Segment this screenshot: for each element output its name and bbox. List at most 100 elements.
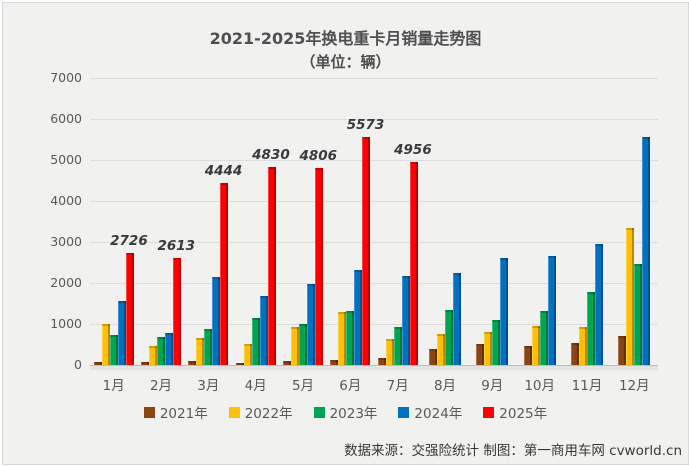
bar-2023年-7月 [393, 327, 402, 365]
data-label-3月: 4444 [204, 162, 243, 179]
bar-2023年-6月 [346, 311, 355, 365]
legend-label: 2022年 [244, 406, 293, 422]
bar-2022年-11月 [579, 326, 587, 365]
bar-2025年-3月 [220, 182, 229, 365]
legend: 2021年 2022年 2023年 2024年 2025年 [3, 402, 688, 422]
bar-2023年-10月 [539, 310, 548, 365]
legend-label: 2021年 [159, 406, 208, 422]
x-axis-label-8月: 8月 [433, 378, 457, 394]
y-axis-tick-3000: 3000 [50, 234, 82, 249]
x-axis-label-2月: 2月 [149, 378, 173, 394]
bar-2021年-6月 [330, 359, 339, 365]
y-axis-tick-5000: 5000 [50, 152, 82, 167]
y-axis-tick-2000: 2000 [50, 275, 82, 290]
bar-2024年-2月 [165, 333, 173, 365]
bar-2021年-5月 [283, 360, 291, 365]
y-axis-tick-4000: 4000 [50, 193, 82, 208]
bar-2022年-2月 [149, 346, 157, 365]
bar-2022年-6月 [338, 311, 347, 365]
bar-2022年-8月 [437, 334, 445, 366]
bar-2022年-7月 [385, 338, 394, 365]
bar-2022年-3月 [196, 338, 205, 365]
bar-2022年-1月 [101, 323, 110, 365]
bar-2025年-6月 [362, 136, 371, 365]
y-axis-tick-6000: 6000 [50, 111, 82, 126]
legend-item-2023年: 2023年 [313, 402, 377, 422]
bar-2025年-1月 [125, 253, 134, 365]
bar-2024年-7月 [401, 276, 410, 365]
x-axis-label-12月: 12月 [618, 378, 650, 394]
x-axis-label-11月: 11月 [571, 378, 603, 394]
data-label-6月: 5573 [346, 116, 385, 133]
bar-2021年-8月 [429, 349, 437, 365]
bar-2024年-12月 [642, 136, 651, 365]
bar-2023年-11月 [587, 292, 595, 365]
data-label-5月: 4806 [299, 148, 338, 164]
y-axis-tick-0: 0 [74, 357, 82, 372]
gridline-5000 [90, 160, 658, 161]
bar-2023年-5月 [299, 324, 307, 365]
bar-2021年-11月 [571, 342, 579, 365]
bar-2024年-3月 [212, 276, 221, 366]
legend-swatch-icon [483, 406, 495, 418]
bar-2024年-11月 [595, 244, 603, 366]
gridline-3000 [90, 242, 658, 243]
bar-2025年-5月 [315, 168, 323, 365]
x-axis-label-7月: 7月 [386, 378, 409, 394]
legend-swatch-icon [143, 406, 155, 418]
bar-2024年-6月 [354, 270, 363, 365]
data-label-2月: 2613 [157, 237, 196, 254]
x-axis-label-10月: 10月 [524, 378, 556, 394]
bar-2024年-8月 [453, 272, 461, 366]
legend-swatch-icon [228, 406, 240, 418]
gridline-7000 [90, 78, 658, 79]
bar-2021年-2月 [141, 361, 149, 365]
source-note: 数据来源：交强险统计 制图：第一商用车网 cvworld.cn [344, 443, 682, 459]
bar-2022年-5月 [291, 326, 299, 365]
data-label-4月: 4830 [252, 147, 290, 163]
legend-item-2025年: 2025年 [483, 402, 547, 422]
bar-2023年-3月 [204, 329, 213, 365]
legend-label: 2025年 [499, 406, 548, 422]
bar-2023年-9月 [492, 320, 501, 365]
bar-2021年-9月 [476, 343, 485, 365]
y-axis-tick-7000: 7000 [50, 70, 82, 85]
legend-item-2024年: 2024年 [398, 402, 462, 422]
bar-2024年-4月 [259, 295, 268, 365]
y-axis-tick-1000: 1000 [50, 316, 82, 331]
gridline-2000 [90, 283, 658, 284]
bar-2021年-4月 [235, 362, 244, 365]
bar-2025年-7月 [409, 161, 418, 365]
x-axis-label-3月: 3月 [197, 378, 220, 394]
bar-2024年-5月 [307, 284, 315, 365]
bar-2024年-1月 [117, 301, 126, 365]
legend-item-2021年: 2021年 [143, 402, 208, 422]
x-axis-label-6月: 6月 [339, 378, 362, 394]
bar-2021年-7月 [377, 357, 386, 365]
gridline-6000 [90, 119, 658, 120]
x-axis-label-1月: 1月 [102, 378, 125, 394]
gridline-1000 [90, 324, 658, 325]
bar-2025年-2月 [173, 257, 181, 365]
bar-2023年-12月 [634, 263, 643, 365]
bar-2022年-9月 [484, 332, 493, 365]
legend-swatch-icon [398, 406, 410, 418]
bar-2021年-3月 [188, 361, 197, 365]
bar-2023年-2月 [157, 337, 165, 365]
bar-2025年-4月 [267, 167, 276, 365]
bar-2024年-9月 [500, 258, 509, 365]
legend-item-2022年: 2022年 [228, 402, 293, 422]
x-axis-label-9月: 9月 [481, 378, 504, 394]
bar-2022年-4月 [243, 343, 252, 365]
gridline-0 [90, 365, 658, 366]
bar-2021年-10月 [523, 346, 532, 365]
legend-swatch-icon [313, 406, 325, 418]
data-label-7月: 4956 [394, 141, 432, 158]
bar-2022年-12月 [626, 227, 635, 365]
legend-label: 2024年 [414, 406, 463, 422]
bar-2023年-4月 [251, 317, 260, 365]
chart-floor [90, 366, 658, 370]
bar-2021年-12月 [618, 335, 627, 365]
bar-2021年-1月 [93, 362, 102, 365]
